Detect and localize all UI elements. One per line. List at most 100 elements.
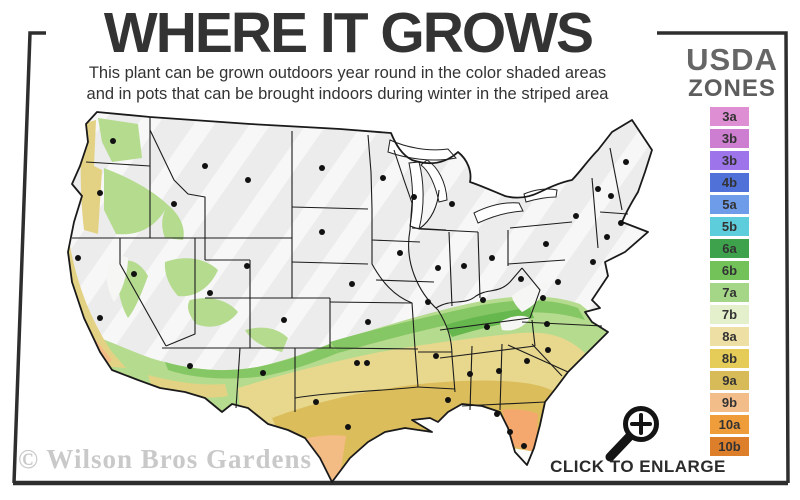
city-dot [524, 358, 530, 364]
watermark: © Wilson Bros Gardens [18, 444, 312, 474]
city-dot [281, 317, 287, 323]
city-dot [244, 263, 250, 269]
city-dot [131, 271, 137, 277]
city-dot [618, 220, 624, 226]
city-dot [313, 399, 319, 405]
city-dot [623, 159, 629, 165]
zone-swatch-3b: 3b [710, 129, 749, 148]
zone-7-idaho-patch [162, 205, 184, 240]
city-dot [345, 424, 351, 430]
city-dot [349, 281, 355, 287]
zone-7-puget-sound [98, 118, 142, 162]
city-dot [604, 234, 610, 240]
city-dot [445, 397, 451, 403]
zone-6b-ribbon-west [165, 344, 338, 379]
city-dot [461, 263, 467, 269]
zone-7-colorado-patch [245, 327, 288, 352]
city-dot [75, 255, 81, 261]
zone-7-utah-patch [164, 258, 218, 297]
click-to-enlarge-label[interactable]: CLICK TO ENLARGE [550, 457, 726, 476]
city-dot [573, 213, 579, 219]
zone-swatch-10b: 10b [710, 437, 749, 456]
zone-swatch-9b: 9b [710, 393, 749, 412]
click-to-enlarge-button[interactable] [585, 395, 735, 480]
city-dot [507, 429, 513, 435]
legend-title-zones: ZONES [688, 75, 776, 102]
city-dot [380, 175, 386, 181]
magnifier-icon[interactable] [605, 406, 659, 462]
page-title: WHERE IT GROWS [103, 1, 594, 65]
state-borders [72, 117, 629, 412]
zone-6b-kentucky-tennessee [445, 308, 534, 337]
city-dot [425, 299, 431, 305]
legend-title-usda: USDA [686, 42, 778, 77]
city-dot [494, 411, 500, 417]
city-dot [555, 279, 561, 285]
city-dot [449, 201, 455, 207]
city-dot [518, 276, 524, 282]
city-dot [590, 259, 596, 265]
zone-swatch-5b: 5b [710, 217, 749, 236]
us-outline [67, 111, 653, 483]
city-dot [364, 360, 370, 366]
zone-swatch-9a: 9a [710, 371, 749, 390]
city-dot [365, 319, 371, 325]
city-dot [489, 255, 495, 261]
zone-swatch-5a: 5a [710, 195, 749, 214]
subtitle: This plant can be grown outdoors year ro… [60, 63, 635, 104]
zone-swatch-3b: 3b [710, 151, 749, 170]
subtitle-line-1: This plant can be grown outdoors year ro… [88, 64, 607, 82]
city-dot [595, 186, 601, 192]
city-dot [467, 371, 473, 377]
zone-swatch-6b: 6b [710, 261, 749, 280]
city-dot [433, 353, 439, 359]
zone-swatch-3a: 3a [710, 107, 749, 126]
zone-swatch-6a: 6a [710, 239, 749, 258]
city-dot [245, 177, 251, 183]
city-dot [260, 370, 266, 376]
lake-huron [420, 159, 448, 203]
smokies-white-patch [500, 315, 530, 331]
legend-title: USDA ZONES [676, 44, 788, 101]
city-dot [484, 324, 490, 330]
zone-7-oregon-inland [104, 168, 168, 235]
zone-6b-ribbon-east [330, 300, 585, 353]
zone-swatch-7a: 7a [710, 283, 749, 302]
lake-erie [473, 202, 524, 224]
city-dot [354, 360, 360, 366]
city-dot [544, 321, 550, 327]
city-dot [496, 368, 502, 374]
city-dot [319, 229, 325, 235]
city-dot [319, 165, 325, 171]
city-dot [521, 443, 527, 449]
city-dot [540, 295, 546, 301]
city-dot [171, 201, 177, 207]
zone-swatch-8b: 8b [710, 349, 749, 368]
city-dot [411, 194, 417, 200]
lake-ontario [523, 188, 558, 203]
zone-swatch-8a: 8a [710, 327, 749, 346]
city-dot [608, 193, 614, 199]
zone-swatch-10a: 10a [710, 415, 749, 434]
city-dot [97, 315, 103, 321]
city-dot [187, 363, 193, 369]
usda-zones-list: 3a 3b 3b 4b 5a 5b 6a 6b 7a 7b 8a 8b 9a 9b 10a 10b [710, 107, 749, 459]
city-dot [480, 297, 486, 303]
zone-swatch-4b: 4b [710, 173, 749, 192]
zone-swatch-7b: 7b [710, 305, 749, 324]
city-dot [202, 163, 208, 169]
city-dot [435, 265, 441, 271]
city-dot [207, 290, 213, 296]
city-dot [545, 347, 551, 353]
subtitle-line-2: and in pots that can be brought indoors … [86, 84, 609, 103]
appalachia-white-patch [512, 282, 548, 312]
city-dot [110, 138, 116, 144]
zone-7-nevada-patch [188, 298, 238, 327]
city-dot [543, 241, 549, 247]
city-dot [397, 250, 403, 256]
city-dots-layer [75, 138, 629, 449]
frame-border [12, 31, 790, 486]
city-dot [97, 190, 103, 196]
